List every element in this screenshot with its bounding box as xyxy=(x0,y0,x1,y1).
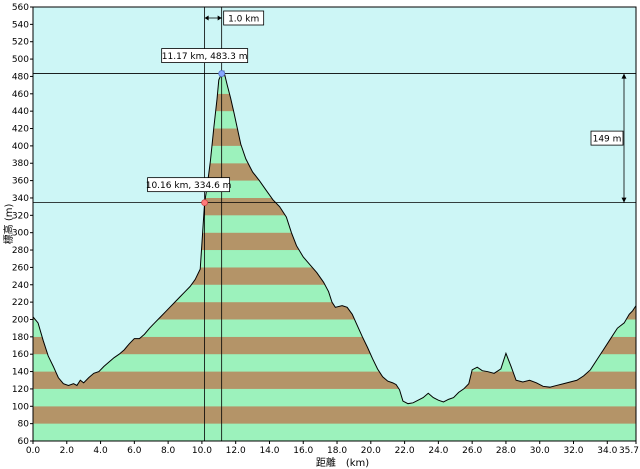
y-tick-label: 500 xyxy=(12,55,29,65)
y-tick-label: 360 xyxy=(12,177,29,187)
x-tick-label: 14.0 xyxy=(259,446,279,456)
x-tick-label: 20.0 xyxy=(361,446,381,456)
x-tick-label: 2.0 xyxy=(60,446,75,456)
x-axis-title: 距離 (km) xyxy=(316,456,369,469)
x-tick-label: 24.0 xyxy=(428,446,448,456)
y-tick-label: 300 xyxy=(12,229,29,239)
y-tick-label: 100 xyxy=(12,402,29,412)
y-tick-label: 280 xyxy=(12,246,29,256)
distance-label: 1.0 km xyxy=(228,15,259,25)
x-tick-label: 18.0 xyxy=(327,446,347,456)
elevation-difference-label: 149 m xyxy=(593,135,622,145)
y-tick-label: 480 xyxy=(12,72,29,82)
x-axis: 0.0 2.0 4.0 6.0 8.0 10.0 12.0 14.0 16.0 18.0 20.0 2… xyxy=(26,441,639,456)
y-tick-label: 240 xyxy=(12,281,29,291)
high-point-marker xyxy=(218,70,226,77)
annotations: 1.0 km 149 m 11.17 km, 483.3 m 10.16 km, 33… xyxy=(33,7,636,441)
y-tick-label: 340 xyxy=(12,194,29,204)
x-tick-label: 34.0 xyxy=(597,446,617,456)
y-tick-label: 540 xyxy=(12,20,29,30)
elevation-arrow-bottom xyxy=(621,197,627,203)
x-tick-label: 8.0 xyxy=(161,446,176,456)
x-tick-label: 6.0 xyxy=(127,446,142,456)
elevation-band xyxy=(33,423,636,441)
x-tick-label: 28.0 xyxy=(496,446,516,456)
x-tick-label: 4.0 xyxy=(93,446,108,456)
distance-label-box xyxy=(223,10,265,26)
y-tick-label: 260 xyxy=(12,263,29,273)
low-point-label-box xyxy=(147,177,231,193)
y-tick-label: 420 xyxy=(12,125,29,135)
distance-arrow-right xyxy=(217,15,222,21)
low-point-label: 10.16 km, 334.6 m xyxy=(146,181,232,191)
high-point-label-box xyxy=(161,48,249,63)
y-tick-label: 120 xyxy=(12,385,29,395)
y-tick-label: 460 xyxy=(12,90,29,100)
x-tick-label: 12.0 xyxy=(226,446,246,456)
x-tick-label: 16.0 xyxy=(293,446,313,456)
distance-arrow-left xyxy=(204,15,209,21)
profile-line xyxy=(32,70,637,405)
y-tick-label: 80 xyxy=(18,420,30,430)
elevation-label-box xyxy=(590,130,624,146)
y-axis-title: 標高 (m) xyxy=(2,204,15,245)
x-tick-label: 10.0 xyxy=(192,446,212,456)
x-tick-label: 30.0 xyxy=(530,446,550,456)
sky-fill xyxy=(33,7,636,404)
y-axis: 60 80 100 120 140 160 180 200 220 240 260 280 300 320… xyxy=(12,3,33,447)
low-point-marker xyxy=(201,199,209,207)
y-tick-label: 380 xyxy=(12,159,29,169)
x-tick-label: 0.0 xyxy=(26,446,41,456)
x-tick-label: 22.0 xyxy=(395,446,415,456)
y-tick-label: 200 xyxy=(12,315,29,325)
y-tick-label: 520 xyxy=(12,38,29,48)
x-tick-label: 35.7 xyxy=(619,446,639,456)
y-tick-label: 180 xyxy=(12,333,29,343)
elevation-band xyxy=(33,371,636,389)
y-tick-label: 400 xyxy=(12,142,29,152)
y-tick-label: 320 xyxy=(12,211,29,221)
elevation-band xyxy=(33,388,636,407)
high-point-label: 11.17 km, 483.3 m xyxy=(162,52,248,62)
y-tick-label: 60 xyxy=(18,437,30,447)
x-tick-label: 26.0 xyxy=(462,446,482,456)
y-tick-label: 160 xyxy=(12,350,29,360)
x-tick-label: 32.0 xyxy=(563,446,583,456)
y-tick-label: 220 xyxy=(12,298,29,308)
plot-frame xyxy=(32,6,637,442)
y-tick-label: 440 xyxy=(12,107,29,117)
y-tick-label: 560 xyxy=(12,3,29,13)
elevation-band xyxy=(33,406,636,424)
y-tick-label: 140 xyxy=(12,368,29,378)
elevation-arrow-top xyxy=(621,73,627,79)
